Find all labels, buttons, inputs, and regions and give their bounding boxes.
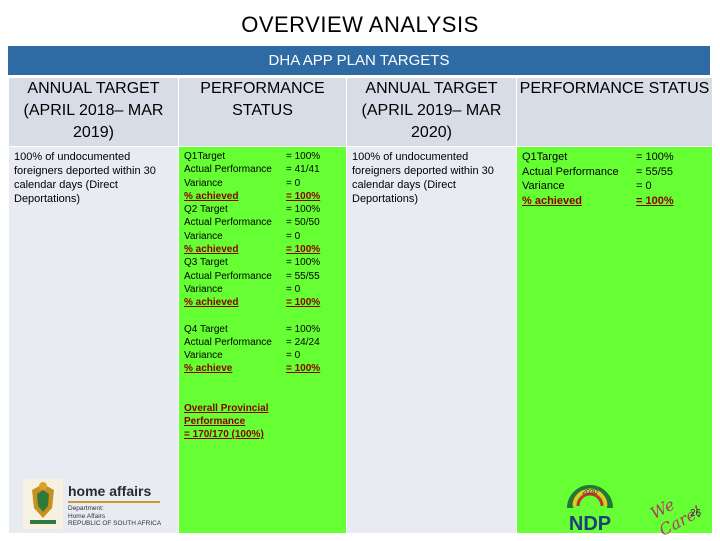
table-row: 100% of undocumented foreigners deported… (8, 146, 713, 534)
ndp-year: 2030 (582, 489, 598, 496)
status-label: % achieved (522, 194, 582, 207)
status-row: Actual Performance = 24/24 (184, 336, 341, 349)
status-value: = 0 (636, 180, 652, 192)
status-value: = 0 (286, 177, 301, 189)
coat-of-arms-logo (22, 478, 64, 535)
page-title: OVERVIEW ANALYSIS (241, 12, 479, 37)
targets-table: ANNUAL TARGET (APRIL 2018– MAR 2019) PER… (8, 77, 713, 534)
status-value: = 100% (636, 194, 674, 207)
status-label: Q1Target (184, 151, 226, 162)
dept-sub-line: Home Affairs (68, 512, 106, 520)
status-row: Q1Target = 100% (184, 150, 341, 163)
status-label: Q3 Target (184, 257, 228, 269)
status-label: % achieved (184, 190, 239, 202)
header-status-1: PERFORMANCE STATUS (178, 77, 347, 147)
status-label: Actual Performance (184, 164, 272, 176)
ndp-label: NDP (569, 513, 611, 535)
status-value: = 0 (286, 230, 301, 242)
overall-line: Overall Provincial (184, 402, 269, 414)
status-value: = 0 (286, 283, 301, 295)
q2-block: Q2 Target = 100% Actual Performance = 50/50… (184, 203, 341, 256)
dept-sub-line: REPUBLIC OF SOUTH AFRICA (68, 520, 162, 527)
status-row: Actual Performance = 55/55 (184, 270, 341, 283)
status-label: Q2 Target (184, 204, 228, 216)
status-label: Variance (184, 350, 223, 362)
status-label: Actual Performance (184, 270, 272, 282)
status-label: Variance (184, 230, 223, 242)
status-label: Actual Performance (184, 217, 272, 229)
dept-name: home affairs (68, 483, 152, 499)
status-row: Q3 Target = 100% (184, 256, 341, 269)
status-label: Q1Target (522, 151, 568, 163)
table-header-row: ANNUAL TARGET (APRIL 2018– MAR 2019) PER… (8, 77, 713, 147)
status-label: % achieve (184, 363, 233, 375)
status-2019-cell: Q1Target = 100% Actual Performance = 55/55 V… (516, 146, 713, 534)
status-row: Variance = 0 (522, 179, 707, 194)
status-row: Q4 Target = 100% (184, 323, 341, 336)
status-row: % achieve = 100% (184, 362, 341, 375)
status-label: Variance (184, 283, 223, 295)
overall-line: Performance (184, 416, 246, 428)
header-status-2: PERFORMANCE STATUS (516, 77, 713, 147)
status-value: = 55/55 (286, 270, 320, 282)
target-2019-text: 100% of undocumented foreigners deported… (352, 151, 494, 205)
status-value: = 50/50 (286, 217, 320, 229)
status-2018-list: Q1Target = 100% Actual Performance = 41/41 V… (179, 147, 346, 442)
target-2018-text: 100% of undocumented foreigners deported… (14, 151, 156, 205)
status-value: = 24/24 (286, 336, 320, 348)
status-row: % achieved = 100% (522, 194, 707, 209)
status-row: Actual Performance = 55/55 (522, 165, 707, 180)
status-row: Variance = 0 (184, 349, 341, 362)
status-label: Actual Performance (522, 165, 619, 178)
status-row: Actual Performance = 50/50 (184, 216, 341, 229)
status-value: = 100% (286, 244, 321, 256)
status-row: % achieved = 100% (184, 296, 341, 309)
status-2019-list: Q1Target = 100% Actual Performance = 55/55 V… (517, 147, 712, 208)
status-row: Variance = 0 (184, 283, 341, 296)
q3-block: Q3 Target = 100% Actual Performance = 55/55… (184, 256, 341, 309)
page-number: 26 (690, 508, 702, 519)
status-value: = 100% (286, 297, 321, 309)
overall-performance: Overall Provincial Performance = 170/170… (184, 402, 341, 442)
header-annual-2019: ANNUAL TARGET (APRIL 2019– MAR 2020) (346, 77, 517, 147)
status-label: Variance (522, 180, 565, 192)
status-row: Q2 Target = 100% (184, 203, 341, 216)
dept-sub: Department: Home Affairs REPUBLIC OF SOU… (68, 505, 161, 528)
home-affairs-logo: home affairs Department: Home Affairs RE… (68, 483, 161, 528)
overall-line: = 170/170 (100%) (184, 429, 264, 441)
target-2018-cell: 100% of undocumented foreigners deported… (8, 146, 179, 534)
status-value: = 41/41 (286, 164, 320, 176)
section-banner: DHA APP PLAN TARGETS (8, 46, 710, 75)
target-2019-cell: 100% of undocumented foreigners deported… (346, 146, 517, 534)
ndp-2030-logo: 2030 NDP (560, 478, 620, 541)
status-row: Variance = 0 (184, 230, 341, 243)
header-annual-2018: ANNUAL TARGET (APRIL 2018– MAR 2019) (8, 77, 179, 147)
status-value: = 100% (636, 151, 674, 163)
status-row: Q1Target = 100% (522, 150, 707, 165)
status-row: % achieved = 100% (184, 243, 341, 256)
status-value: = 100% (286, 151, 321, 162)
status-label: % achieved (184, 244, 239, 256)
dept-sub-line: Department: (68, 505, 104, 512)
status-value: = 100% (286, 257, 321, 269)
status-2018-cell: Q1Target = 100% Actual Performance = 41/41 V… (178, 146, 347, 534)
status-row: Variance = 0 (184, 177, 341, 190)
status-value: = 100% (286, 204, 321, 216)
status-value: = 100% (286, 323, 321, 335)
status-label: % achieved (184, 297, 239, 309)
status-value: = 100% (286, 190, 321, 202)
status-label: Q4 Target (184, 323, 228, 335)
q1-block: Q1Target = 100% Actual Performance = 41/41 V… (184, 150, 341, 203)
status-row: % achieved = 100% (184, 190, 341, 203)
status-value: = 55/55 (636, 165, 674, 178)
status-row: Actual Performance = 41/41 (184, 163, 341, 176)
status-label: Actual Performance (184, 336, 272, 348)
status-value: = 0 (286, 350, 301, 362)
status-value: = 100% (286, 363, 321, 375)
status-label: Variance (184, 177, 223, 189)
q4-block: Q4 Target = 100% Actual Performance = 24/24… (184, 323, 341, 376)
